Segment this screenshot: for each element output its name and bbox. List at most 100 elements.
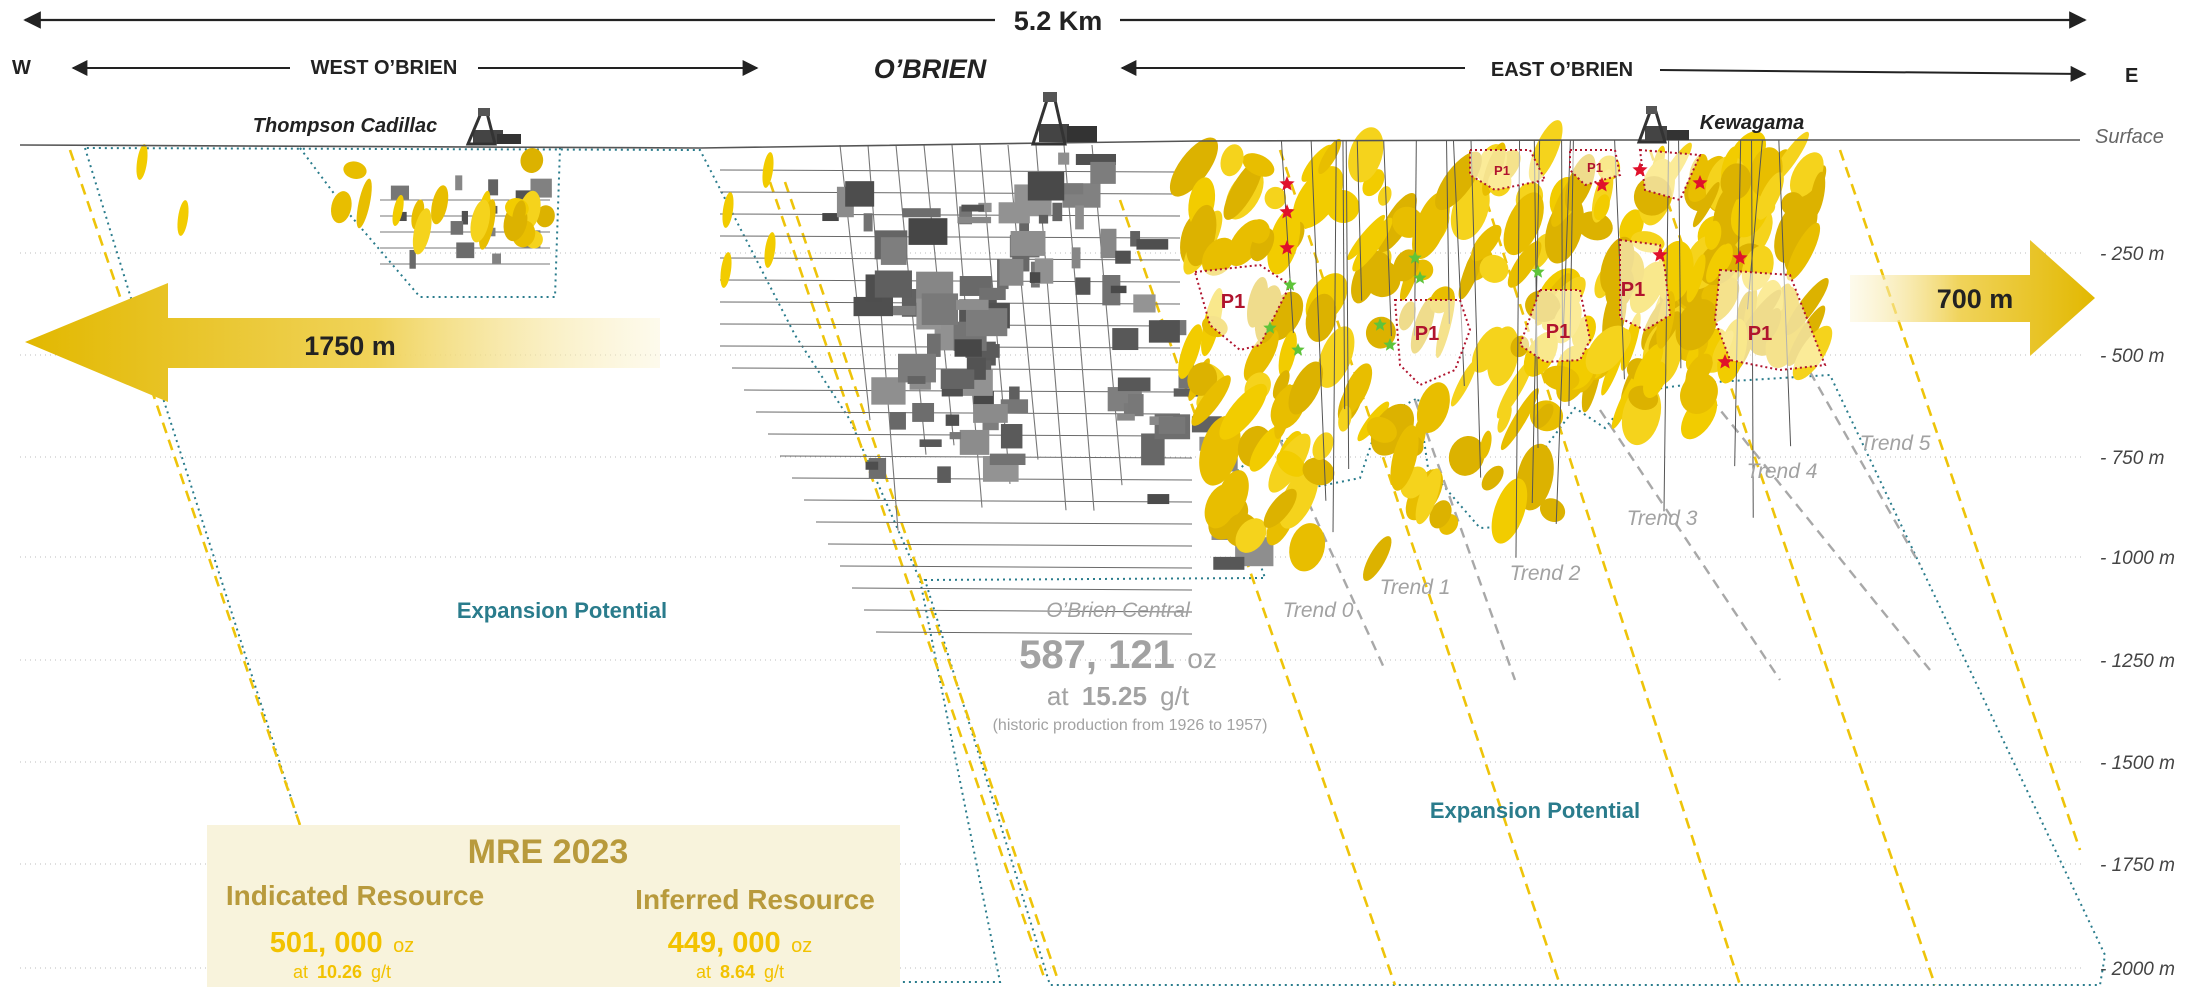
drill-trace: [1342, 139, 1346, 410]
stope-block: [390, 185, 410, 200]
gold-lens: [1675, 299, 1718, 351]
gold-lens: [1810, 171, 1826, 218]
west-end-label: W: [12, 57, 31, 79]
stope-block: [959, 429, 990, 455]
gold-lens: [177, 200, 189, 236]
obrien-central-title: O’Brien Central: [1046, 599, 1191, 622]
depth-label: - 250 m: [2100, 244, 2164, 265]
drift-level: [719, 257, 1181, 261]
drill-trace: [1345, 139, 1350, 470]
gold-lens: [1415, 468, 1441, 525]
stope-block: [1133, 294, 1156, 313]
gold-lens: [1352, 217, 1393, 272]
gold-lens: [1643, 361, 1667, 398]
kewagama-headframe-icon: [1636, 106, 1689, 144]
gold-lens: [764, 232, 776, 268]
gold-lens: [1576, 211, 1613, 241]
east-zone-arrow-right: [1659, 65, 2087, 82]
gold-lens: [1633, 343, 1664, 389]
stope-block: [865, 461, 879, 470]
star-icon: [1283, 278, 1297, 291]
gold-mineralization: [136, 120, 1833, 582]
depth-label: - 750 m: [2100, 448, 2164, 469]
stope-block: [822, 213, 839, 222]
gold-lens: [1720, 163, 1752, 200]
gold-lens: [1272, 370, 1290, 400]
trend-label: Trend 1: [1380, 576, 1451, 599]
gold-lens: [1264, 186, 1287, 210]
stope-block: [880, 237, 907, 265]
gold-lens: [1491, 478, 1528, 544]
west-zone-label: WEST O’BRIEN: [311, 57, 458, 79]
stope-block: [919, 439, 942, 447]
star-icon: [1413, 271, 1427, 284]
stope-block: [1058, 152, 1070, 165]
stope-block: [863, 213, 873, 232]
drift-level: [839, 565, 1193, 569]
drift-level: [719, 191, 1181, 195]
east-extent-arrow: [1850, 240, 2095, 356]
gold-lens: [1686, 254, 1706, 303]
stope-block: [1130, 231, 1141, 247]
star-icon: [1373, 318, 1387, 331]
star-icon: [1263, 321, 1277, 334]
gold-lens: [1220, 144, 1244, 177]
stope-block: [979, 287, 1006, 301]
gold-lens: [512, 200, 526, 229]
inferred-ounces-value: 449, 000: [668, 927, 781, 959]
drill-trace: [1568, 139, 1574, 406]
drill-intercept-stars: [1263, 162, 1748, 369]
gold-lens: [520, 147, 544, 173]
stope-block: [956, 299, 989, 310]
drill-trace: [1332, 139, 1337, 533]
stope-block: [398, 211, 407, 222]
gold-lens: [1448, 435, 1485, 476]
gold-lens: [136, 144, 148, 180]
stope-block: [1117, 413, 1135, 421]
gold-lens: [1278, 330, 1297, 378]
gold-lens: [1243, 329, 1279, 382]
stope-block: [902, 208, 941, 218]
gold-lens: [1481, 465, 1504, 491]
gold-lens: [1416, 382, 1450, 433]
inferred-ounces: 449, 000 oz: [668, 927, 812, 959]
gold-lens: [1656, 291, 1676, 349]
gold-lens: [1497, 404, 1512, 433]
gold-lens: [1289, 523, 1326, 572]
surface-label: Surface: [2095, 126, 2164, 148]
thompson-headframe-icon: [465, 108, 521, 146]
p1-label: P1: [1748, 323, 1772, 345]
star-icon: [1383, 338, 1397, 351]
gold-lens: [1479, 254, 1509, 283]
p1-label: P1: [1415, 323, 1439, 345]
inferred-grade: at 8.64 g/t: [696, 962, 784, 982]
thompson-label: Thompson Cadillac: [253, 115, 437, 137]
gold-lens: [1178, 324, 1203, 379]
stope-block: [961, 204, 984, 212]
expansion-west-label: Expansion Potential: [457, 598, 667, 623]
stope-block: [876, 305, 916, 316]
drift-level: [875, 631, 1193, 635]
gold-lens: [1326, 189, 1360, 223]
indicated-at-word: at: [293, 962, 308, 982]
stope-block: [945, 414, 960, 426]
drift-level: [719, 213, 1181, 217]
stope-block: [1009, 386, 1020, 404]
gold-lens: [356, 178, 372, 229]
drift-level: [863, 609, 1193, 613]
stope-block: [1148, 320, 1180, 343]
stope-block: [409, 249, 416, 269]
stope-block: [1038, 214, 1049, 224]
gold-lens: [1704, 220, 1722, 250]
stope-block: [1158, 416, 1186, 434]
inferred-label: Inferred Resource: [635, 884, 875, 915]
drift-level: [815, 521, 1193, 525]
star-icon: [1717, 354, 1733, 369]
gold-lens: [1503, 192, 1544, 256]
stope-block: [1147, 494, 1170, 505]
star-icon: [1692, 175, 1708, 190]
p1-zones: [1193, 148, 1827, 387]
drill-trace: [1383, 139, 1392, 337]
gold-lens: [331, 191, 352, 224]
drill-trace: [1280, 139, 1294, 334]
